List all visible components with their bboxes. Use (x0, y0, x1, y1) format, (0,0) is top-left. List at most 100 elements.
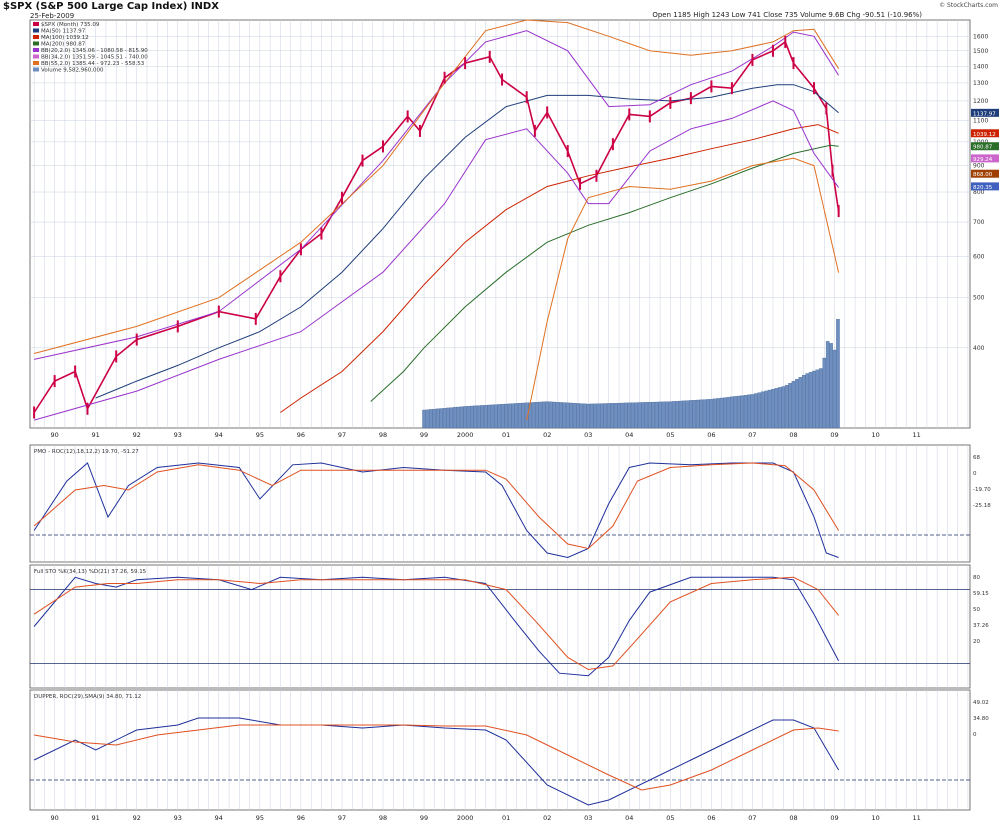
volume-bar (829, 343, 833, 429)
indicator-label: Full STO %K(34,13) %D(21) 37.26, 59.15 (34, 569, 147, 575)
value-tag-label: 980.87 (973, 145, 993, 151)
indicator-right-label: 80 (973, 575, 980, 581)
volume-bar (812, 370, 816, 429)
volume-bar (442, 408, 447, 429)
volume-bar (610, 403, 614, 429)
volume-bar (630, 402, 635, 429)
y-tick-label: 1200 (973, 98, 988, 105)
volume-bar (576, 403, 580, 429)
series-line-bb-20-2-0-lower (33, 100, 840, 421)
x-tick-label: 94 (215, 431, 223, 439)
volume-bar (483, 405, 488, 429)
indicator-line-signal (33, 462, 840, 550)
volume-bar (439, 408, 443, 429)
volume-bar (654, 401, 659, 429)
volume-bar (524, 402, 529, 429)
indicator-right-label: 59.15 (973, 591, 989, 597)
x-tick-label: 2000 (457, 431, 474, 439)
volume-bar (678, 400, 683, 429)
series-line-bb-20-2-0-upper (33, 30, 840, 360)
y-tick-label: 500 (973, 295, 985, 302)
panel-frame-1 (29, 444, 971, 563)
value-tag (971, 154, 999, 163)
volume-bar (562, 402, 567, 429)
volume-bar (815, 369, 820, 429)
volume-bar (477, 405, 481, 429)
volume-bar (668, 401, 673, 429)
x-tick-label: 97 (338, 431, 346, 439)
x-tick-label-bottom: 03 (584, 814, 592, 822)
chart-subtitle: 25-Feb-2009 (30, 12, 75, 20)
volume-bar (767, 389, 772, 429)
volume-bar (617, 402, 621, 429)
volume-bar (695, 399, 700, 429)
y-tick-label: 1400 (973, 63, 988, 70)
x-tick-label-bottom: 99 (420, 814, 428, 822)
indicator-line-%d (33, 576, 839, 671)
x-tick-label: 10 (871, 431, 879, 439)
volume-bar (682, 400, 686, 429)
x-tick-label-bottom: 91 (92, 814, 100, 822)
x-tick-label-bottom: 01 (502, 814, 510, 822)
volume-bar (750, 394, 755, 429)
x-tick-label: 08 (789, 431, 797, 439)
volume-bar (463, 406, 467, 429)
volume-bar (435, 408, 440, 429)
x-tick-label: 90 (50, 431, 58, 439)
volume-bar (699, 399, 703, 429)
x-tick-label-bottom: 95 (256, 814, 264, 822)
volume-bar (425, 409, 430, 429)
volume-bar (446, 407, 450, 429)
indicator-line-main (33, 462, 839, 559)
indicator-right-label: 0 (973, 471, 977, 477)
volume-bar (822, 357, 827, 429)
volume-bar (832, 349, 837, 429)
series-line-bb-55-2-0-lower (526, 157, 840, 421)
volume-bar (641, 402, 645, 429)
x-tick-label-bottom: 06 (707, 814, 715, 822)
x-tick-label: 11 (912, 431, 920, 439)
volume-bar (565, 402, 570, 429)
volume-bar (624, 402, 628, 429)
volume-bar (644, 402, 649, 429)
volume-bar (774, 388, 779, 429)
legend-label: MA(50) 1137.97 (41, 29, 86, 35)
volume-bar (593, 403, 597, 429)
x-tick-label: 02 (543, 431, 551, 439)
volume-bar (771, 388, 775, 429)
ohlc-summary: Open 1185 High 1243 Low 741 Close 735 Vo… (652, 11, 922, 19)
volume-bar (535, 402, 539, 429)
x-tick-label-bottom: 10 (871, 814, 879, 822)
indicator-line-signal (34, 724, 839, 791)
y-tick-label: 900 (973, 163, 985, 170)
indicator-line-%k (33, 576, 840, 677)
legend-label: BB(34,2.0) 1351.59 - 1045.51 - 740.00 (41, 55, 148, 61)
volume-bar (702, 399, 707, 429)
panel-frame-3 (29, 689, 971, 811)
volume-bar (747, 394, 751, 429)
volume-bar (480, 405, 484, 429)
volume-bar (470, 405, 474, 429)
volume-bar (743, 395, 748, 429)
legend-label: BB(55,2.0) 1385.44 - 972.23 - 558.53 (41, 61, 145, 67)
volume-bar (754, 393, 758, 429)
volume-bar (504, 403, 508, 429)
indicator-right-label: 68 (973, 455, 980, 461)
volume-bar (607, 403, 611, 429)
indicator-right-label: 0 (973, 732, 977, 738)
volume-bar (737, 395, 741, 429)
indicator-right-label: -25.18 (973, 503, 991, 509)
volume-bar (778, 387, 782, 429)
volume-bar (733, 396, 738, 429)
volume-bar (603, 403, 608, 429)
volume-bar (613, 403, 618, 429)
x-tick-label: 05 (666, 431, 674, 439)
legend-label: Volume 9,582,960,000 (41, 68, 104, 74)
legend-swatch (33, 28, 39, 33)
legend-swatch (33, 22, 39, 26)
legend-label: MA(200) 980.87 (41, 42, 86, 48)
volume-bar (459, 406, 464, 429)
x-tick-label: 96 (297, 431, 305, 439)
volume-bar (500, 404, 505, 429)
